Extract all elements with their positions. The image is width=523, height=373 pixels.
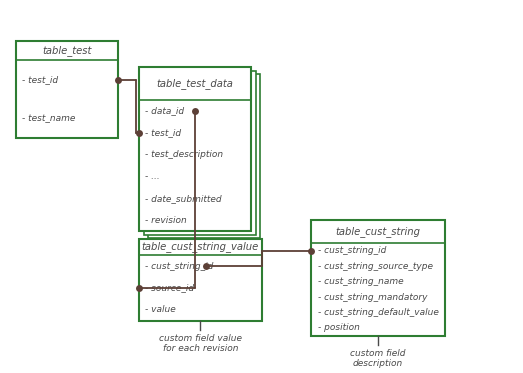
Text: - test_description: - test_description: [145, 150, 223, 159]
Text: table_cust_string_value: table_cust_string_value: [141, 241, 259, 253]
Text: - ...: - ...: [145, 172, 160, 181]
Text: - cust_string_default_value: - cust_string_default_value: [318, 308, 439, 317]
Text: - test_id: - test_id: [145, 128, 181, 137]
FancyBboxPatch shape: [311, 220, 445, 336]
Text: table_test_data: table_test_data: [156, 78, 233, 89]
FancyBboxPatch shape: [148, 74, 260, 238]
Text: - cust_string_id: - cust_string_id: [145, 261, 214, 270]
Text: - test_id: - test_id: [22, 75, 59, 84]
Text: - cust_string_name: - cust_string_name: [318, 277, 404, 286]
FancyBboxPatch shape: [144, 71, 256, 235]
Text: - position: - position: [318, 323, 360, 332]
FancyBboxPatch shape: [16, 41, 118, 138]
Text: - cust_string_source_type: - cust_string_source_type: [318, 262, 433, 271]
Text: custom field value
for each revision: custom field value for each revision: [159, 334, 242, 353]
Text: - data_id: - data_id: [145, 106, 185, 115]
Text: table_test: table_test: [42, 45, 92, 56]
Text: - cust_string_id: - cust_string_id: [318, 247, 386, 256]
Text: - source_id: - source_id: [145, 283, 195, 292]
FancyBboxPatch shape: [139, 67, 251, 231]
Text: table_cust_string: table_cust_string: [335, 226, 420, 237]
Text: - revision: - revision: [145, 216, 187, 225]
Text: - date_submitted: - date_submitted: [145, 194, 222, 203]
Text: - cust_string_mandatory: - cust_string_mandatory: [318, 293, 427, 302]
Text: custom field
description: custom field description: [350, 349, 405, 368]
Text: - value: - value: [145, 305, 176, 314]
Text: - test_name: - test_name: [22, 114, 76, 123]
FancyBboxPatch shape: [139, 239, 262, 321]
